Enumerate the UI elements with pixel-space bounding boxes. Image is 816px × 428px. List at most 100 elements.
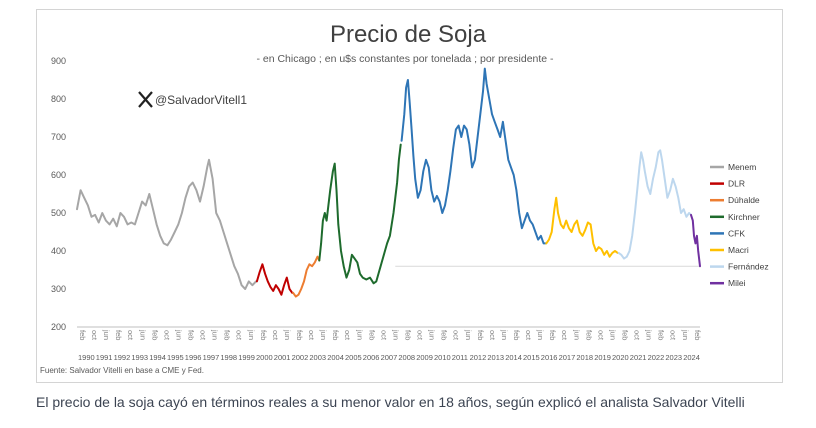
y-tick-label: 300 bbox=[51, 284, 66, 294]
x-month-label: oct bbox=[669, 330, 678, 341]
x-month-label: oct bbox=[560, 330, 569, 341]
x-month-label: jun bbox=[392, 329, 401, 340]
series-line-menem bbox=[76, 158, 257, 290]
x-month-label: jun bbox=[283, 329, 292, 340]
x-year-label: 2008 bbox=[398, 353, 415, 362]
legend-label: Dúhalde bbox=[728, 195, 760, 205]
legend-label: DLR bbox=[728, 179, 745, 189]
x-month-label: oct bbox=[343, 330, 352, 341]
x-month-label: oct bbox=[524, 330, 533, 341]
x-year-label: 2002 bbox=[292, 353, 309, 362]
x-year-label: 2014 bbox=[505, 353, 522, 362]
x-year-label: 1998 bbox=[220, 353, 237, 362]
soy-price-chart: Precio de Soja - en Chicago ; en u$s con… bbox=[40, 21, 769, 375]
x-year-label: 2022 bbox=[648, 353, 665, 362]
x-month-label: oct bbox=[452, 330, 461, 341]
series-line-cfk bbox=[400, 67, 547, 245]
x-month-label: oct bbox=[199, 330, 208, 341]
x-year-label: 2016 bbox=[541, 353, 558, 362]
x-year-label: 1995 bbox=[167, 353, 184, 362]
x-month-label: feb bbox=[512, 330, 521, 340]
x-month-label: feb bbox=[657, 330, 666, 340]
x-year-label: 2012 bbox=[470, 353, 487, 362]
x-year-label: 1999 bbox=[238, 353, 255, 362]
x-year-label: 2023 bbox=[665, 353, 682, 362]
x-month-label: oct bbox=[416, 330, 425, 341]
x-year-label: 1997 bbox=[203, 353, 220, 362]
y-tick-label: 800 bbox=[51, 94, 66, 104]
legend-label: Milei bbox=[728, 278, 746, 288]
y-tick-label: 700 bbox=[51, 132, 66, 142]
series-line-fernandez bbox=[617, 149, 692, 260]
x-month-label: oct bbox=[307, 330, 316, 341]
series-line-dlr bbox=[255, 263, 294, 296]
x-month-label: feb bbox=[223, 330, 232, 340]
x-year-label: 2013 bbox=[487, 353, 504, 362]
x-month-label: feb bbox=[404, 330, 413, 340]
x-year-label: 2000 bbox=[256, 353, 273, 362]
series-line-kirchner bbox=[318, 143, 402, 285]
x-month-label: jun bbox=[681, 329, 690, 340]
x-month-label: feb bbox=[150, 330, 159, 340]
x-month-label: jun bbox=[211, 329, 220, 340]
x-year-label: 2010 bbox=[434, 353, 451, 362]
x-year-label: 2024 bbox=[683, 353, 700, 362]
x-month-label: oct bbox=[596, 330, 605, 341]
x-month-label: oct bbox=[271, 330, 280, 341]
x-year-label: 1994 bbox=[149, 353, 166, 362]
x-year-label: 2018 bbox=[576, 353, 593, 362]
chart-source: Fuente: Salvador Vitelli en base a CME y… bbox=[40, 366, 204, 375]
x-month-label: feb bbox=[476, 330, 485, 340]
x-month-label: jun bbox=[355, 329, 364, 340]
x-month-label: jun bbox=[500, 329, 509, 340]
series-line-duhalde bbox=[292, 255, 321, 298]
y-tick-label: 600 bbox=[51, 170, 66, 180]
legend-label: Kirchner bbox=[728, 212, 760, 222]
y-tick-label: 400 bbox=[51, 246, 66, 256]
x-year-label: 2003 bbox=[309, 353, 326, 362]
x-year-label: 1990 bbox=[78, 353, 95, 362]
y-tick-label: 200 bbox=[51, 322, 66, 332]
x-month-label: oct bbox=[162, 330, 171, 341]
x-month-label: jun bbox=[319, 329, 328, 340]
x-year-label: 1991 bbox=[96, 353, 113, 362]
x-month-label: feb bbox=[259, 330, 268, 340]
series-line-milei bbox=[690, 213, 701, 268]
x-month-label: oct bbox=[379, 330, 388, 341]
x-year-label: 2019 bbox=[594, 353, 611, 362]
y-tick-label: 500 bbox=[51, 208, 66, 218]
x-month-label: jun bbox=[609, 329, 618, 340]
x-month-label: oct bbox=[235, 330, 244, 341]
x-month-label: jun bbox=[138, 329, 147, 340]
x-month-label: feb bbox=[114, 330, 123, 340]
x-year-label: 1996 bbox=[185, 353, 202, 362]
x-year-label: 1993 bbox=[131, 353, 148, 362]
x-month-label: jun bbox=[174, 329, 183, 340]
x-year-label: 2009 bbox=[416, 353, 433, 362]
x-month-label: jun bbox=[536, 329, 545, 340]
x-month-label: jun bbox=[645, 329, 654, 340]
x-year-label: 2006 bbox=[363, 353, 380, 362]
x-month-label: jun bbox=[464, 329, 473, 340]
x-year-label: 2015 bbox=[523, 353, 540, 362]
y-tick-label: 900 bbox=[51, 56, 66, 66]
x-month-label: oct bbox=[633, 330, 642, 341]
x-year-label: 2004 bbox=[327, 353, 344, 362]
x-icon bbox=[138, 91, 153, 108]
chart-subtitle: - en Chicago ; en u$s constantes por ton… bbox=[256, 53, 554, 65]
series-line-macri bbox=[545, 196, 619, 258]
x-year-label: 2021 bbox=[630, 353, 647, 362]
x-year-label: 2011 bbox=[452, 353, 468, 362]
y-axis: 900 800 700 600 500 400 300 200 bbox=[51, 56, 66, 332]
x-month-label: feb bbox=[693, 330, 702, 340]
x-axis: feb oct jun feb oct jun feb oct jun feb oct jun feb o… bbox=[77, 326, 702, 362]
x-year-label: 2005 bbox=[345, 353, 362, 362]
x-month-label: jun bbox=[102, 329, 111, 340]
x-month-label: feb bbox=[584, 330, 593, 340]
chart-frame bbox=[36, 9, 783, 383]
x-month-label: feb bbox=[295, 330, 304, 340]
author-handle: @SalvadorVitell1 bbox=[155, 93, 247, 107]
legend-label: Fernández bbox=[728, 262, 769, 272]
legend-label: Macri bbox=[728, 245, 749, 255]
x-month-label: feb bbox=[78, 330, 87, 340]
